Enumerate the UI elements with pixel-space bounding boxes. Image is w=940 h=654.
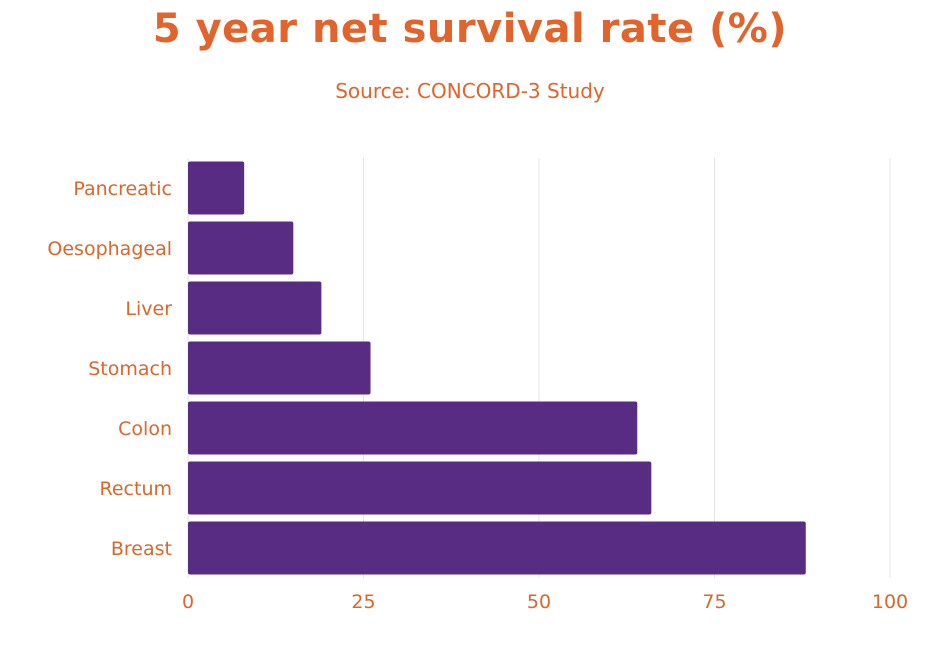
x-tick-labels: 0 25 50 75 100 <box>182 591 908 613</box>
category-label-rectum: Rectum <box>100 478 172 500</box>
x-tick-label-50: 50 <box>527 591 551 613</box>
category-label-breast: Breast <box>111 538 172 560</box>
category-label-pancreatic: Pancreatic <box>73 178 172 200</box>
bar-stomach <box>188 341 371 395</box>
bar-colon <box>188 401 638 455</box>
bar-liver <box>188 281 322 335</box>
chart-title: 5 year net survival rate (%) <box>152 6 788 52</box>
bar-pancreatic <box>188 161 245 215</box>
category-label-oesophageal: Oesophageal <box>47 238 172 260</box>
category-label-liver: Liver <box>125 298 172 320</box>
x-tick-label-100: 100 <box>872 591 908 613</box>
bar-rectum <box>188 461 652 515</box>
chart-subtitle: Source: CONCORD-3 Study <box>335 79 605 103</box>
category-label-colon: Colon <box>118 418 172 440</box>
category-label-stomach: Stomach <box>88 358 172 380</box>
x-tick-label-25: 25 <box>351 591 375 613</box>
bars <box>188 161 806 575</box>
bar-breast <box>188 521 806 575</box>
x-tick-label-0: 0 <box>182 591 194 613</box>
category-labels: Pancreatic Oesophageal Liver Stomach Colon Re… <box>47 178 172 560</box>
x-tick-label-75: 75 <box>702 591 726 613</box>
bar-oesophageal <box>188 221 294 275</box>
